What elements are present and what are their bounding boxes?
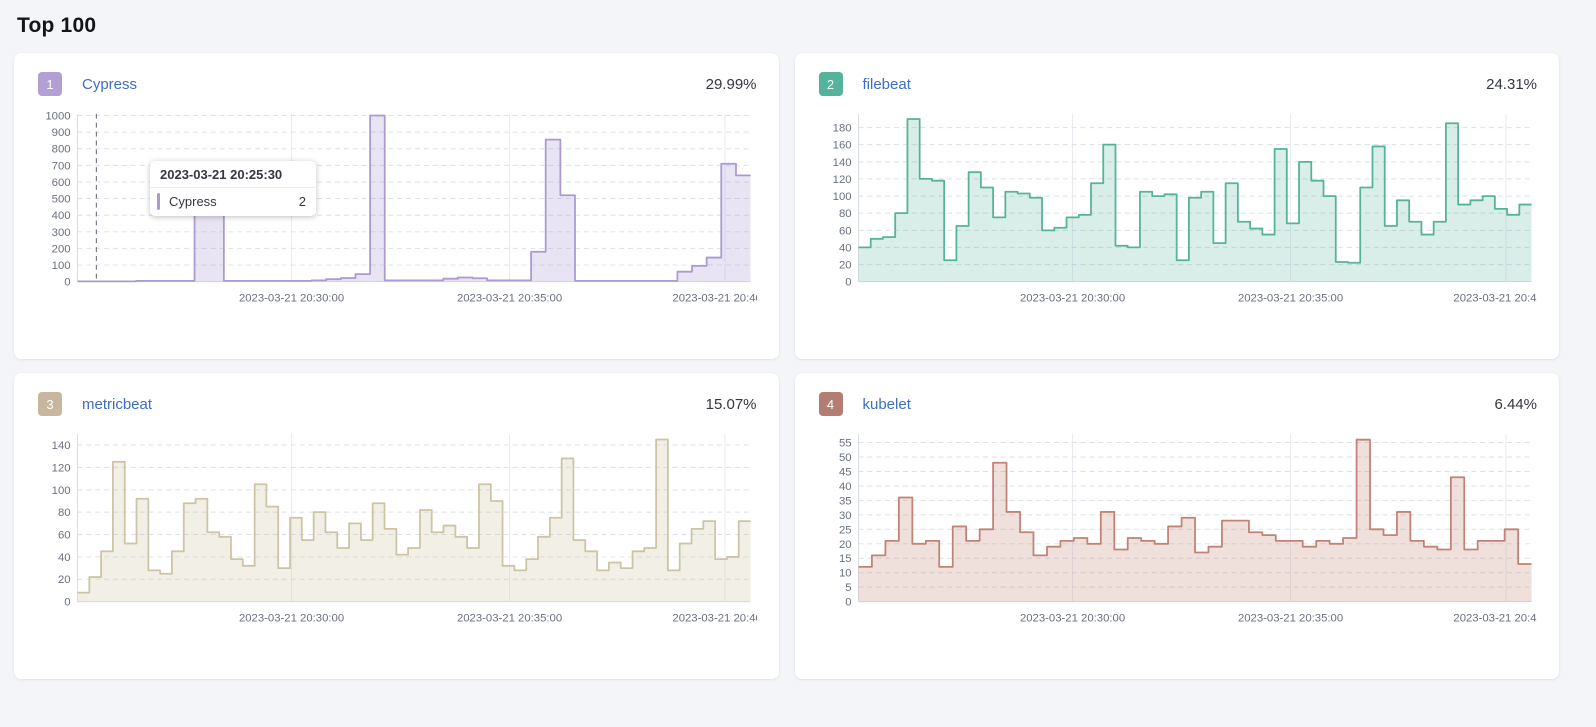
svg-text:25: 25 bbox=[838, 524, 851, 536]
svg-text:60: 60 bbox=[58, 529, 71, 541]
tooltip-row: Cypress 2 bbox=[150, 188, 316, 216]
step-area-chart[interactable]: 0 20 40 60 80 100 120 140 160 180 2023-03-21 20:30… bbox=[819, 104, 1538, 315]
svg-text:2023-03-21 20:30:00: 2023-03-21 20:30:00 bbox=[239, 292, 344, 304]
rank-badge: 2 bbox=[818, 72, 843, 96]
rank-badge: 1 bbox=[38, 72, 62, 96]
tooltip-time: 2023-03-21 20:25:30 bbox=[150, 161, 316, 188]
svg-text:10: 10 bbox=[838, 568, 851, 580]
svg-text:100: 100 bbox=[832, 191, 851, 203]
svg-text:900: 900 bbox=[52, 127, 71, 139]
svg-text:20: 20 bbox=[58, 574, 71, 586]
tooltip-value: 2 bbox=[298, 194, 306, 209]
svg-text:80: 80 bbox=[838, 208, 851, 220]
svg-text:0: 0 bbox=[845, 277, 851, 289]
chart-card-metricbeat: 3 metricbeat 15.07% 0 20 40 60 80 100 120 140 20… bbox=[14, 373, 779, 679]
dashboard: Top 100 1 Cypress 29.99% 0 100 200 300 400 50… bbox=[0, 14, 1596, 679]
svg-text:5: 5 bbox=[845, 582, 851, 594]
svg-text:20: 20 bbox=[838, 260, 851, 272]
card-header: 3 metricbeat 15.07% bbox=[38, 392, 757, 416]
step-area-chart[interactable]: 0 5 10 15 20 25 30 35 40 45 50 55 2023-03-21 20:30:0… bbox=[819, 424, 1538, 635]
svg-text:120: 120 bbox=[52, 462, 71, 474]
svg-text:0: 0 bbox=[845, 597, 851, 609]
step-area-chart[interactable]: 0 20 40 60 80 100 120 140 2023-03-21 20:30:00 202… bbox=[38, 424, 757, 635]
svg-text:2023-03-21 20:40:00: 2023-03-21 20:40:00 bbox=[1453, 292, 1537, 304]
percent-value: 29.99% bbox=[705, 75, 757, 93]
svg-text:1000: 1000 bbox=[45, 110, 70, 122]
rank-badge: 4 bbox=[818, 392, 843, 416]
step-area-chart[interactable]: 0 100 200 300 400 500 600 700 800 900 1000 2023-03-… bbox=[38, 104, 757, 315]
percent-value: 15.07% bbox=[705, 395, 757, 413]
chart-area[interactable]: 0 20 40 60 80 100 120 140 160 180 2023-03-21 20:30… bbox=[819, 104, 1538, 315]
svg-text:160: 160 bbox=[832, 140, 851, 152]
svg-text:2023-03-21 20:35:00: 2023-03-21 20:35:00 bbox=[1237, 292, 1342, 304]
rank-badge: 3 bbox=[38, 392, 62, 416]
svg-text:40: 40 bbox=[58, 552, 71, 564]
svg-text:200: 200 bbox=[52, 243, 71, 255]
svg-text:45: 45 bbox=[838, 466, 851, 478]
svg-text:40: 40 bbox=[838, 481, 851, 493]
svg-text:30: 30 bbox=[838, 510, 851, 522]
series-marker bbox=[157, 193, 160, 210]
svg-text:2023-03-21 20:40:00: 2023-03-21 20:40:00 bbox=[672, 292, 756, 304]
card-header: 2 filebeat 24.31% bbox=[818, 72, 1537, 96]
svg-text:140: 140 bbox=[52, 440, 71, 452]
charts-grid: 1 Cypress 29.99% 0 100 200 300 400 500 600 700 8… bbox=[0, 53, 1596, 679]
card-header: 4 kubelet 6.44% bbox=[818, 392, 1537, 416]
svg-text:180: 180 bbox=[832, 123, 851, 135]
svg-text:55: 55 bbox=[838, 438, 851, 450]
chart-area[interactable]: 0 100 200 300 400 500 600 700 800 900 1000 2023-03-… bbox=[38, 104, 757, 315]
svg-text:0: 0 bbox=[64, 597, 70, 609]
chart-card-kubelet: 4 kubelet 6.44% 0 5 10 15 20 25 30 35 40 45 50 55 20… bbox=[794, 373, 1559, 679]
svg-text:40: 40 bbox=[838, 242, 851, 254]
chart-area[interactable]: 0 20 40 60 80 100 120 140 2023-03-21 20:30:00 202… bbox=[38, 424, 757, 635]
svg-text:100: 100 bbox=[52, 260, 71, 272]
percent-value: 24.31% bbox=[1486, 75, 1537, 93]
svg-text:2023-03-21 20:35:00: 2023-03-21 20:35:00 bbox=[457, 612, 562, 624]
svg-text:60: 60 bbox=[838, 225, 851, 237]
svg-text:140: 140 bbox=[832, 157, 851, 169]
series-link[interactable]: metricbeat bbox=[82, 395, 153, 413]
page-title: Top 100 bbox=[17, 14, 97, 37]
svg-text:700: 700 bbox=[52, 160, 71, 172]
chart-card-filebeat: 2 filebeat 24.31% 0 20 40 60 80 100 120 140 160 1… bbox=[794, 53, 1559, 359]
svg-text:400: 400 bbox=[52, 210, 71, 222]
percent-value: 6.44% bbox=[1494, 395, 1537, 413]
svg-text:2023-03-21 20:30:00: 2023-03-21 20:30:00 bbox=[239, 612, 344, 624]
svg-text:120: 120 bbox=[832, 174, 851, 186]
svg-text:2023-03-21 20:30:00: 2023-03-21 20:30:00 bbox=[1019, 612, 1124, 624]
svg-text:300: 300 bbox=[52, 227, 71, 239]
svg-text:500: 500 bbox=[52, 193, 71, 205]
svg-text:800: 800 bbox=[52, 144, 71, 156]
chart-area[interactable]: 0 5 10 15 20 25 30 35 40 45 50 55 2023-03-21 20:30:0… bbox=[819, 424, 1538, 635]
card-header: 1 Cypress 29.99% bbox=[38, 72, 757, 96]
svg-text:20: 20 bbox=[838, 539, 851, 551]
svg-text:600: 600 bbox=[52, 177, 71, 189]
svg-text:2023-03-21 20:40:00: 2023-03-21 20:40:00 bbox=[672, 612, 756, 624]
series-link[interactable]: Cypress bbox=[82, 75, 138, 93]
svg-text:2023-03-21 20:40:00: 2023-03-21 20:40:00 bbox=[1453, 612, 1537, 624]
svg-text:50: 50 bbox=[838, 452, 851, 464]
chart-tooltip: 2023-03-21 20:25:30 Cypress 2 bbox=[150, 161, 316, 216]
series-link[interactable]: kubelet bbox=[862, 395, 911, 413]
svg-text:2023-03-21 20:30:00: 2023-03-21 20:30:00 bbox=[1019, 292, 1124, 304]
svg-text:0: 0 bbox=[64, 277, 70, 289]
series-link[interactable]: filebeat bbox=[862, 75, 911, 93]
svg-text:100: 100 bbox=[52, 485, 71, 497]
svg-text:80: 80 bbox=[58, 507, 71, 519]
svg-text:2023-03-21 20:35:00: 2023-03-21 20:35:00 bbox=[457, 292, 562, 304]
svg-text:2023-03-21 20:35:00: 2023-03-21 20:35:00 bbox=[1237, 612, 1342, 624]
tooltip-series-name: Cypress bbox=[169, 194, 217, 209]
svg-text:35: 35 bbox=[838, 495, 851, 507]
chart-card-cypress: 1 Cypress 29.99% 0 100 200 300 400 500 600 700 8… bbox=[14, 53, 779, 359]
svg-text:15: 15 bbox=[838, 553, 851, 565]
